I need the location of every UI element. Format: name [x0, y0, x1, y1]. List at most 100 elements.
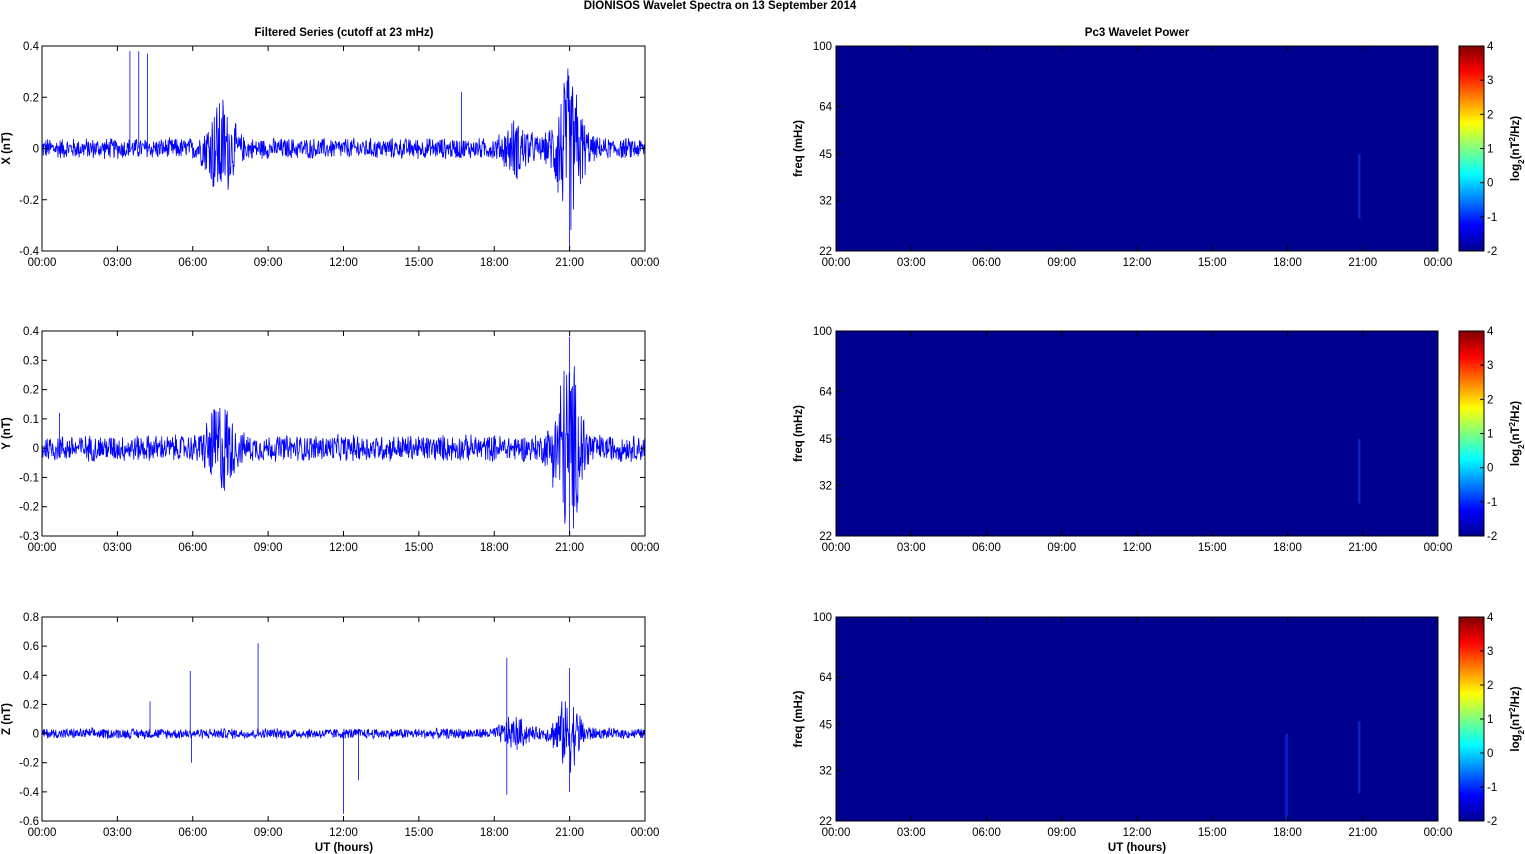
z-series-xtick-label: 03:00 [103, 827, 132, 839]
x-series-trace [41, 68, 646, 230]
z-series-panel: -0.6 -0.4 -0.2 0 0.2 0.4 0.6 0.8 00:00 03:00 06:00… [1, 612, 659, 839]
y-wavelet-colorbar-tick-label: 2 [1487, 394, 1493, 406]
x-wavelet-ytick-label: 32 [819, 195, 832, 207]
x-series-xtick-label: 12:00 [329, 257, 358, 269]
z-series-xtick-label: 12:00 [329, 827, 358, 839]
z-series-xtick-label: 18:00 [480, 827, 509, 839]
x-wavelet-ytick-label: 45 [819, 149, 832, 161]
z-series-ytick-label: 0.6 [23, 641, 39, 653]
y-wavelet-colorbar-tick-label: 0 [1487, 463, 1493, 475]
z-wavelet-ytick-label: 64 [819, 672, 832, 684]
z-wavelet-ytick-label: 100 [813, 612, 832, 624]
z-wavelet-xtick-label: 00:00 [1424, 827, 1453, 839]
x-axis-label-left: UT (hours) [315, 842, 373, 854]
y-wavelet-ytick-label: 64 [819, 386, 832, 398]
x-wavelet-colorbar-tick-label: 2 [1487, 109, 1493, 121]
y-wavelet-colorbar-tick-label: 1 [1487, 429, 1493, 441]
y-series-xtick-label: 15:00 [404, 542, 433, 554]
y-series-ytick-label: 0.4 [23, 326, 40, 338]
y-series-ytick-label: 0.3 [23, 355, 39, 367]
y-series-xtick-label: 12:00 [329, 542, 358, 554]
x-series-ytick-label: 0.4 [23, 41, 40, 53]
y-series-trace [41, 366, 646, 529]
z-wavelet-power-feature [1357, 721, 1361, 794]
z-wavelet-power-feature [1285, 733, 1288, 821]
z-series-xtick-label: 00:00 [28, 827, 57, 839]
z-series-ytick-label: -0.6 [19, 816, 39, 828]
z-wavelet-ylabel: freq (mHz) [793, 690, 805, 747]
z-series-xtick-label: 21:00 [555, 827, 584, 839]
z-wavelet-colorbar-tick-label: 2 [1487, 680, 1493, 692]
y-series-ytick-label: -0.2 [19, 502, 39, 514]
z-wavelet-xtick-label: 12:00 [1123, 827, 1152, 839]
y-series-xtick-label: 06:00 [178, 542, 207, 554]
right-column-title: Pc3 Wavelet Power [1085, 27, 1190, 39]
x-wavelet-xtick-label: 03:00 [897, 257, 926, 269]
z-wavelet-ytick-label: 32 [819, 766, 832, 778]
y-series-ytick-label: -0.3 [19, 531, 39, 543]
x-series-xtick-label: 21:00 [555, 257, 584, 269]
y-wavelet-xtick-label: 12:00 [1123, 542, 1152, 554]
z-wavelet-colorbar-label: log2(nT2/Hz) [1508, 686, 1525, 751]
x-wavelet-colorbar-tick-label: 3 [1487, 75, 1493, 87]
y-series-xtick-label: 00:00 [28, 542, 57, 554]
y-wavelet-ytick-label: 32 [819, 480, 832, 492]
z-series-xtick-label: 06:00 [178, 827, 207, 839]
z-wavelet-ytick-label: 45 [819, 720, 832, 732]
x-wavelet-xtick-label: 00:00 [822, 257, 851, 269]
y-wavelet-xtick-label: 09:00 [1047, 542, 1076, 554]
y-wavelet-xtick-label: 18:00 [1273, 542, 1302, 554]
z-wavelet-ytick-label: 22 [819, 816, 832, 828]
y-wavelet-power-feature [1357, 439, 1361, 504]
z-wavelet-colorbar-tick-label: 1 [1487, 714, 1493, 726]
x-wavelet-xtick-label: 15:00 [1198, 257, 1227, 269]
z-wavelet-colorbar-tick-label: -2 [1487, 816, 1497, 828]
z-wavelet-xtick-label: 18:00 [1273, 827, 1302, 839]
x-wavelet-colorbar-tick-label: 4 [1487, 41, 1494, 53]
y-wavelet-xtick-label: 21:00 [1348, 542, 1377, 554]
z-wavelet-colorbar [1458, 616, 1485, 822]
y-wavelet-xtick-label: 15:00 [1198, 542, 1227, 554]
z-wavelet-xtick-label: 00:00 [822, 827, 851, 839]
y-wavelet-xtick-label: 06:00 [972, 542, 1001, 554]
y-series-xtick-label: 18:00 [480, 542, 509, 554]
y-wavelet-colorbar-tick-label: 3 [1487, 360, 1493, 372]
y-series-panel: -0.3 -0.2 -0.1 0 0.1 0.2 0.3 0.4 00:00 03:00 06:00… [1, 326, 659, 554]
y-series-ylabel: Y (nT) [1, 417, 13, 450]
z-series-xtick-label: 15:00 [404, 827, 433, 839]
x-wavelet-ytick-label: 100 [813, 41, 832, 53]
x-series-ytick-label: -0.4 [19, 246, 39, 258]
x-series-xtick-label: 18:00 [480, 257, 509, 269]
x-wavelet-xtick-label: 06:00 [972, 257, 1001, 269]
z-wavelet-xtick-label: 21:00 [1348, 827, 1377, 839]
z-wavelet-xtick-label: 06:00 [972, 827, 1001, 839]
x-wavelet-xtick-label: 09:00 [1047, 257, 1076, 269]
z-series-ytick-label: -0.2 [19, 758, 39, 770]
y-series-ytick-label: 0 [33, 443, 39, 455]
x-wavelet-colorbar [1458, 45, 1485, 252]
z-series-ytick-label: 0.4 [23, 670, 40, 682]
x-wavelet-colorbar-tick-label: -1 [1487, 212, 1497, 224]
y-series-xtick-label: 09:00 [254, 542, 283, 554]
y-wavelet-colorbar-label: log2(nT2/Hz) [1508, 401, 1525, 466]
x-wavelet-xtick-label: 21:00 [1348, 257, 1377, 269]
y-wavelet-colorbar-tick-label: 4 [1487, 326, 1494, 338]
z-series-ylabel: Z (nT) [1, 703, 13, 735]
x-wavelet-ytick-label: 22 [819, 246, 832, 258]
z-wavelet-colorbar-tick-label: 3 [1487, 646, 1493, 658]
z-wavelet-xtick-label: 09:00 [1047, 827, 1076, 839]
z-wavelet-heatmap [836, 617, 1438, 821]
x-wavelet-colorbar-tick-label: 0 [1487, 178, 1493, 190]
x-wavelet-ylabel: freq (mHz) [793, 120, 805, 177]
z-series-xtick-label: 00:00 [631, 827, 660, 839]
z-series-ytick-label: -0.4 [19, 787, 39, 799]
x-series-xtick-label: 00:00 [631, 257, 660, 269]
y-wavelet-ytick-label: 22 [819, 531, 832, 543]
z-wavelet-xtick-label: 03:00 [897, 827, 926, 839]
y-wavelet-ytick-label: 100 [813, 326, 832, 338]
x-wavelet-xtick-label: 12:00 [1123, 257, 1152, 269]
z-wavelet-colorbar-tick-label: 0 [1487, 748, 1493, 760]
x-wavelet-xtick-label: 18:00 [1273, 257, 1302, 269]
